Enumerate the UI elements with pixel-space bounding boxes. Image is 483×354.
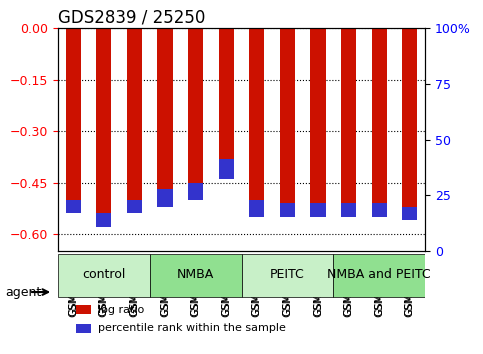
- Text: agent: agent: [5, 286, 41, 298]
- Bar: [219, 159, 234, 179]
- Bar: [127, 138, 142, 213]
- Bar: [157, 28, 173, 189]
- Bar: [249, 200, 265, 217]
- Text: NMBA: NMBA: [177, 268, 214, 281]
- Text: GSM159384: GSM159384: [221, 253, 231, 316]
- Bar: [157, 189, 173, 207]
- Bar: [311, 28, 326, 203]
- Bar: [127, 200, 142, 213]
- Text: GSM159385: GSM159385: [252, 253, 262, 316]
- Bar: [311, 203, 326, 217]
- Bar: [66, 28, 81, 200]
- FancyBboxPatch shape: [242, 253, 333, 297]
- Text: log ratio: log ratio: [99, 305, 144, 315]
- Bar: [219, 28, 234, 159]
- Text: GSM159378: GSM159378: [129, 253, 140, 316]
- Bar: [188, 183, 203, 200]
- Text: GSM159388: GSM159388: [343, 253, 354, 316]
- Bar: [341, 28, 356, 203]
- Bar: [127, 28, 142, 200]
- Text: GSM159376: GSM159376: [68, 253, 78, 316]
- FancyBboxPatch shape: [58, 253, 150, 297]
- Bar: [371, 155, 387, 217]
- Text: GSM159390: GSM159390: [405, 253, 415, 316]
- Bar: [280, 203, 295, 217]
- Bar: [76, 305, 91, 314]
- Text: GSM159387: GSM159387: [313, 253, 323, 316]
- Bar: [66, 200, 81, 213]
- Bar: [341, 203, 356, 217]
- Text: PEITC: PEITC: [270, 268, 305, 281]
- Bar: [249, 28, 265, 200]
- Bar: [402, 207, 417, 220]
- Text: NMBA and PEITC: NMBA and PEITC: [327, 268, 431, 281]
- Bar: [341, 152, 356, 217]
- Text: GDS2839 / 25250: GDS2839 / 25250: [58, 9, 205, 27]
- Bar: [402, 28, 417, 207]
- Bar: [188, 28, 203, 183]
- Text: GSM159377: GSM159377: [99, 253, 109, 316]
- Bar: [280, 28, 295, 203]
- Bar: [280, 193, 295, 217]
- Text: GSM159383: GSM159383: [191, 253, 200, 316]
- Bar: [66, 155, 81, 213]
- Bar: [96, 217, 112, 227]
- Text: percentile rank within the sample: percentile rank within the sample: [99, 323, 286, 333]
- Bar: [249, 172, 265, 217]
- Bar: [76, 324, 91, 333]
- Text: control: control: [82, 268, 126, 281]
- Text: GSM159389: GSM159389: [374, 253, 384, 316]
- FancyBboxPatch shape: [150, 253, 242, 297]
- Bar: [371, 28, 387, 203]
- Bar: [96, 28, 112, 213]
- Bar: [402, 131, 417, 220]
- Text: GSM159381: GSM159381: [160, 253, 170, 316]
- Bar: [219, 81, 234, 179]
- Bar: [371, 203, 387, 217]
- Bar: [311, 186, 326, 217]
- Bar: [96, 213, 112, 227]
- FancyBboxPatch shape: [333, 253, 425, 297]
- Bar: [157, 104, 173, 207]
- Bar: [188, 93, 203, 200]
- Text: GSM159386: GSM159386: [283, 253, 292, 316]
